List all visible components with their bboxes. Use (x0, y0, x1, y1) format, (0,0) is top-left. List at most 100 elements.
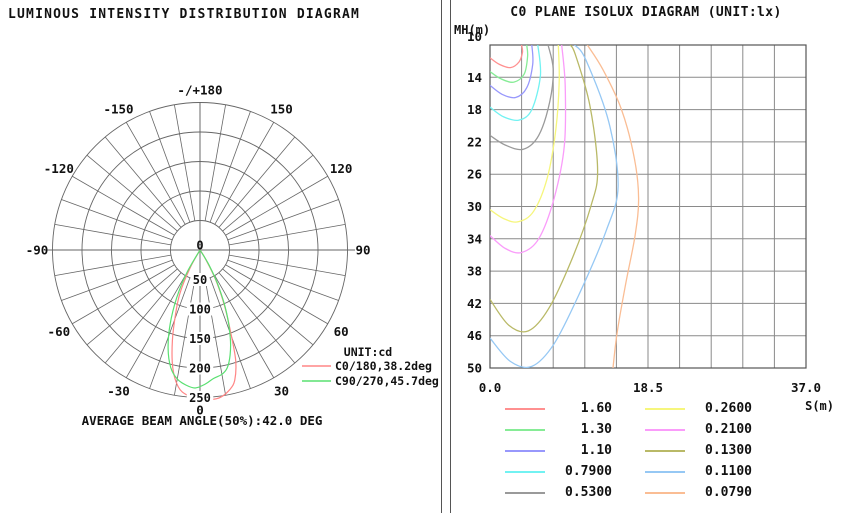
polar-angle-label: -120 (44, 161, 74, 176)
legend-item: 0.2600 (645, 399, 805, 420)
legend-value: 0.5300 (565, 485, 612, 500)
polar-spoke (209, 111, 251, 223)
polar-spoke (228, 254, 346, 277)
legend-swatch-line (645, 492, 685, 494)
legend-value: 0.2600 (705, 401, 752, 416)
isolux-contour (490, 45, 619, 368)
y-tick-label: 10 (467, 29, 482, 44)
legend-swatch-line (505, 471, 545, 473)
isolux-contour-chart: 10 14 18 22 26 30 34 38 42 46 50 0.0 18.5 37.0 (467, 29, 821, 395)
isolux-contour (490, 45, 534, 99)
y-tick-label: 26 (467, 167, 482, 182)
legend-item: 0.0790 (645, 483, 805, 504)
isolux-contour (586, 45, 640, 368)
isolux-contour (490, 45, 529, 83)
polar-spoke (218, 272, 296, 364)
legend-swatch-line (645, 429, 685, 431)
panel-divider (441, 0, 451, 513)
legend-value: 0.0790 (705, 485, 752, 500)
polar-spoke (214, 122, 275, 225)
polar-spoke (54, 223, 172, 246)
polar-spoke (61, 259, 173, 301)
legend-swatch-line (645, 471, 685, 473)
x-axis-label: S(m) (805, 399, 834, 413)
polar-spoke (149, 111, 191, 223)
polar-spoke (72, 264, 175, 325)
polar-angle-label: -60 (48, 324, 71, 339)
radial-label-backing (190, 273, 210, 286)
radial-label-backing (186, 332, 214, 345)
polar-spoke (72, 175, 175, 236)
x-tick-label: 18.5 (633, 380, 663, 395)
polar-spoke (225, 264, 328, 325)
polar-radial-label: 200 (189, 362, 211, 376)
polar-angle-label: -/+180 (177, 83, 222, 98)
polar-spoke (222, 154, 314, 232)
polar-radial-label: 250 (189, 391, 211, 405)
polar-spoke (214, 275, 275, 378)
luminous-intensity-panel: LUMINOUS INTENSITY DISTRIBUTION DIAGRAM … (8, 7, 439, 429)
polar-spoke (86, 154, 178, 232)
legend-value: 0.1300 (705, 443, 752, 458)
legend-value: 0.2100 (705, 422, 752, 437)
polar-intensity-chart: -/+180 -150 150 -120 120 -90 90 -60 60 -30 30 0 0 50 1… (26, 83, 439, 429)
y-tick-label: 42 (467, 296, 482, 311)
polar-spoke (222, 268, 314, 346)
x-tick-label: 37.0 (791, 380, 821, 395)
y-tick-label: 34 (467, 231, 482, 246)
polar-spoke (61, 199, 173, 241)
isolux-contour (490, 45, 554, 151)
legend-swatch-line (505, 429, 545, 431)
legend-swatch-line (505, 450, 545, 452)
polar-spoke (204, 104, 227, 222)
polar-spoke (227, 199, 339, 241)
legend-value: 0.1100 (705, 464, 752, 479)
polar-spoke (104, 272, 182, 364)
polar-spoke (228, 223, 346, 246)
polar-angle-label: 60 (334, 324, 349, 339)
polar-spoke (125, 275, 186, 378)
legend-value: 0.7900 (565, 464, 612, 479)
legend-value: 1.10 (580, 443, 612, 458)
polar-legend-label: C0/180,38.2deg (335, 359, 432, 373)
y-tick-label: 22 (467, 134, 482, 149)
legend-value: 1.30 (580, 422, 612, 437)
polar-angle-label: -90 (26, 243, 49, 258)
legend-item: 1.60 (505, 399, 665, 420)
polar-spoke (204, 278, 227, 396)
polar-spoke (227, 259, 339, 301)
legend-swatch-line (505, 408, 545, 410)
legend-swatch-line (645, 408, 685, 410)
y-tick-label: 50 (467, 361, 482, 376)
y-axis-label: MH(m) (454, 23, 491, 37)
radial-label-backing (186, 361, 214, 375)
contour-group (490, 45, 640, 368)
polar-angle-label: 120 (330, 161, 353, 176)
isolux-contour (490, 45, 567, 254)
y-tick-label: 38 (467, 264, 482, 279)
y-tick-label: 46 (467, 328, 482, 343)
polar-angle-label: -150 (103, 101, 133, 116)
polar-spoke (86, 268, 178, 346)
isolux-contour (490, 45, 524, 69)
polar-angle-label: -30 (107, 384, 130, 399)
legend-item: 0.7900 (505, 462, 665, 483)
polar-radial-label: 0 (196, 239, 203, 253)
polar-angle-label: 90 (355, 243, 370, 258)
intensity-curve (167, 249, 232, 389)
legend-value: 1.60 (580, 401, 612, 416)
polar-spoke (149, 277, 191, 389)
polar-angle-label: 0 (196, 403, 204, 418)
left-chart-title: LUMINOUS INTENSITY DISTRIBUTION DIAGRAM (8, 7, 361, 22)
average-beam-angle-text: AVERAGE BEAM ANGLE(50%):42.0 DEG (82, 413, 323, 428)
legend-swatch-line (505, 492, 545, 494)
grid-border (489, 44, 807, 369)
x-tick-label: 0.0 (479, 380, 502, 395)
legend-item: 1.30 (505, 420, 665, 441)
radial-label-backing (186, 391, 214, 404)
legend-item: 0.1300 (645, 441, 805, 462)
polar-radial-label: 150 (189, 332, 211, 346)
right-chart-title: C0 PLANE ISOLUX DIAGRAM (UNIT:lx) (510, 5, 782, 20)
y-tick-label: 14 (467, 70, 482, 85)
